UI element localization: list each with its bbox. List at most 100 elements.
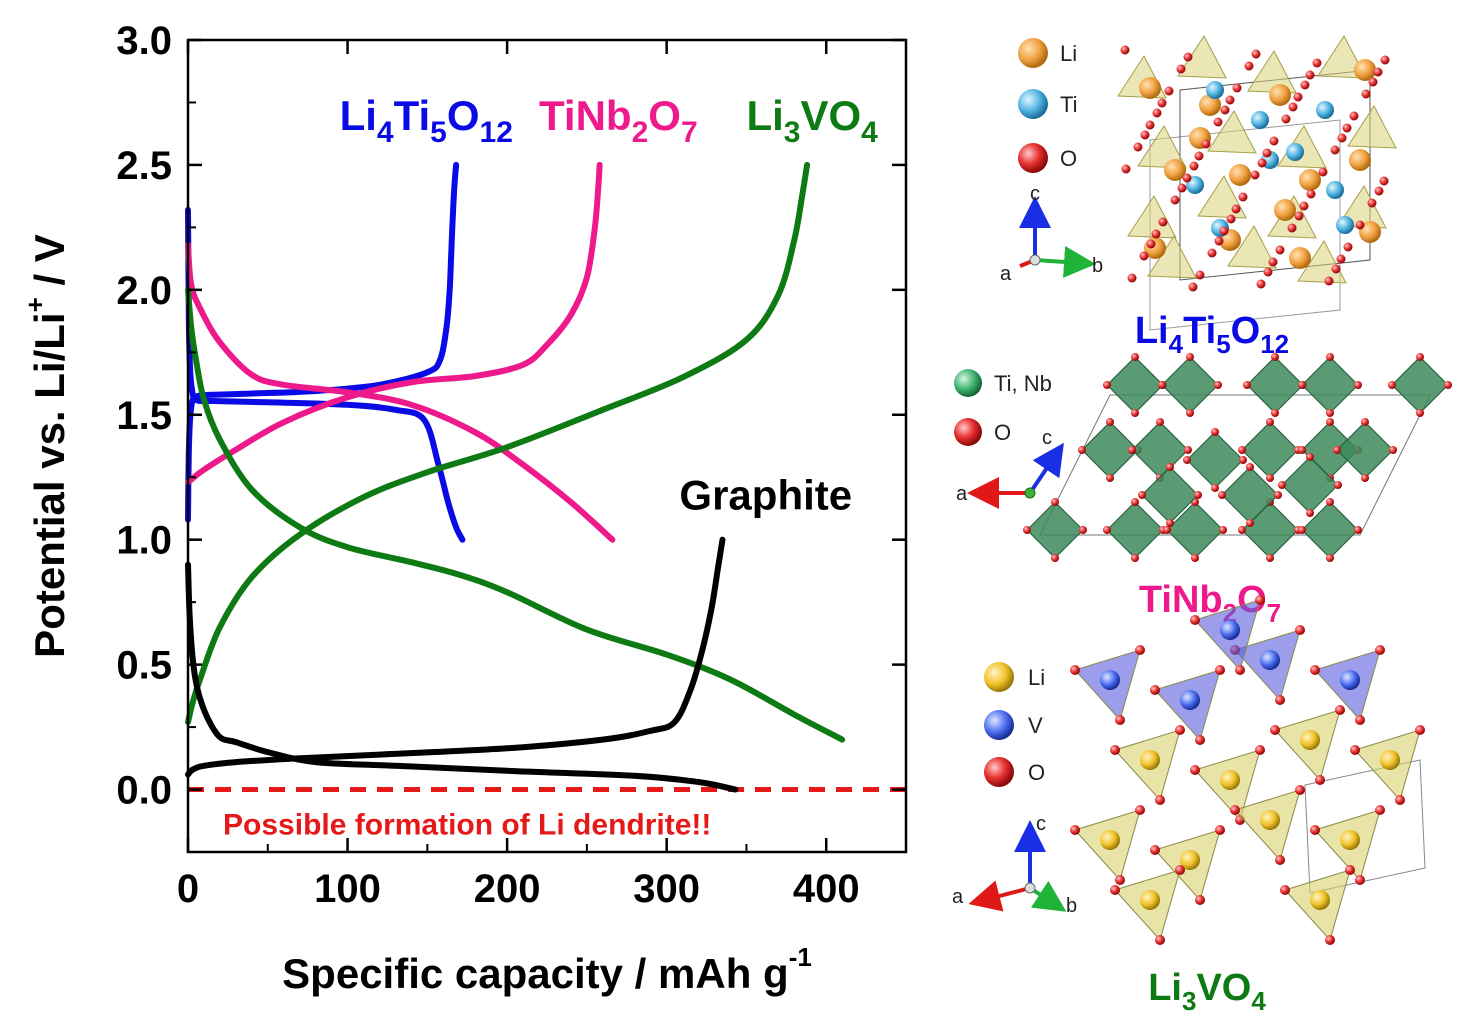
o-atom bbox=[1246, 463, 1254, 471]
o-atom bbox=[1345, 865, 1355, 875]
li4ti5o12-structure-panel: Li Ti O c a b Li4Ti5O12 bbox=[1000, 35, 1397, 359]
series-layer bbox=[185, 161, 846, 793]
o-atom bbox=[1194, 491, 1202, 499]
v-atom bbox=[1260, 650, 1280, 670]
o-atom bbox=[1334, 481, 1342, 489]
o-atom bbox=[1213, 117, 1223, 127]
o-atom bbox=[1389, 446, 1397, 454]
x-axis-title-sup: -1 bbox=[789, 942, 812, 972]
li-atom bbox=[1229, 164, 1251, 186]
o-atom bbox=[1184, 446, 1192, 454]
o-atom bbox=[1255, 745, 1265, 755]
axis-letter-a: a bbox=[1000, 263, 1012, 285]
o-atom bbox=[1299, 201, 1309, 211]
o-atom bbox=[1325, 935, 1335, 945]
graphite-discharge-curve bbox=[185, 561, 739, 793]
legend-o-sphere bbox=[954, 418, 982, 446]
o-atom bbox=[1191, 554, 1199, 562]
li4ti5o12-lattice-illustration bbox=[1117, 35, 1397, 331]
o-atom bbox=[1163, 526, 1171, 534]
o-atom bbox=[1298, 526, 1306, 534]
o-atom bbox=[1270, 725, 1280, 735]
o-atom bbox=[1255, 595, 1265, 605]
o-atom bbox=[1135, 805, 1145, 815]
o-atom bbox=[1051, 498, 1059, 506]
legend-li-sphere bbox=[984, 662, 1014, 692]
o-atom bbox=[1190, 615, 1200, 625]
x-tick-label: 400 bbox=[793, 867, 860, 911]
crystal-axes: c a b bbox=[952, 813, 1077, 917]
ti-atom bbox=[1206, 81, 1224, 99]
o-atom bbox=[1395, 795, 1405, 805]
o-atom bbox=[1257, 158, 1267, 168]
o-atom bbox=[1368, 77, 1378, 87]
o-atom bbox=[1326, 409, 1334, 417]
li4ti5o12-label-part: Ti bbox=[394, 92, 431, 139]
o-atom bbox=[1343, 242, 1353, 252]
o-atom bbox=[1355, 875, 1365, 885]
o-atom bbox=[1131, 554, 1139, 562]
structure-legend: Li V O bbox=[984, 662, 1045, 787]
li-atom bbox=[1299, 169, 1321, 191]
plot-frame bbox=[186, 38, 908, 854]
o-atom bbox=[1155, 935, 1165, 945]
li-atom bbox=[1340, 830, 1360, 850]
o-atom bbox=[1324, 276, 1334, 286]
octahedron bbox=[1301, 356, 1359, 414]
structure-legend: Ti, Nb O bbox=[954, 369, 1052, 446]
o-atom bbox=[1256, 279, 1266, 289]
x-tick-label: 200 bbox=[474, 867, 541, 911]
li4ti5o12-discharge-curve bbox=[185, 206, 466, 543]
y-tick-label: 2.0 bbox=[116, 269, 172, 313]
octahedron bbox=[1026, 501, 1084, 559]
y-axis-title: Potential vs. Li/Li+ / V bbox=[20, 234, 73, 658]
o-atom bbox=[1271, 353, 1279, 361]
li-atom bbox=[1139, 77, 1161, 99]
li4ti5o12-series-label: Li4Ti5O12 bbox=[340, 92, 513, 149]
o-atom bbox=[1115, 715, 1125, 725]
o-atom bbox=[1262, 148, 1272, 158]
o-atom bbox=[1239, 456, 1247, 464]
o-atom bbox=[1238, 446, 1246, 454]
o-atom bbox=[1380, 55, 1390, 65]
o-atom bbox=[1326, 498, 1334, 506]
o-atom bbox=[1271, 409, 1279, 417]
axis-letter-b: b bbox=[1066, 895, 1077, 917]
o-atom bbox=[1355, 715, 1365, 725]
o-atom bbox=[1220, 105, 1230, 115]
tetrahedron bbox=[1347, 105, 1397, 149]
o-atom bbox=[1388, 381, 1396, 389]
o-atom bbox=[1318, 167, 1328, 177]
o-atom bbox=[1246, 519, 1254, 527]
v-atom bbox=[1100, 670, 1120, 690]
axis-letter-a: a bbox=[952, 886, 964, 908]
axis-letter-c: c bbox=[1042, 427, 1052, 449]
o-atom bbox=[1293, 92, 1303, 102]
o-atom bbox=[1215, 665, 1225, 675]
o-atom bbox=[1269, 136, 1279, 146]
o-atom bbox=[1238, 526, 1246, 534]
legend-li-label: Li bbox=[1060, 41, 1077, 66]
o-atom bbox=[1263, 267, 1273, 277]
o-atom bbox=[1194, 151, 1204, 161]
o-atom bbox=[1361, 89, 1371, 99]
tetrahedron bbox=[1127, 195, 1177, 239]
o-atom bbox=[1110, 745, 1120, 755]
o-atom bbox=[1274, 491, 1282, 499]
o-atom bbox=[1379, 176, 1389, 186]
o-atom bbox=[1214, 236, 1224, 246]
y-tick-label: 2.5 bbox=[116, 144, 172, 188]
li-atom bbox=[1354, 59, 1376, 81]
o-atom bbox=[1266, 474, 1274, 482]
o-atom bbox=[1310, 825, 1320, 835]
o-atom bbox=[1361, 474, 1369, 482]
o-atom bbox=[1244, 61, 1254, 71]
o-atom bbox=[1121, 164, 1131, 174]
li3vo4-structure-panel: Li V O c a b Li3VO4 bbox=[952, 595, 1426, 1016]
tetrahedron bbox=[1207, 110, 1257, 154]
li3vo4-series-label: Li3VO4 bbox=[746, 92, 878, 149]
o-atom bbox=[1354, 526, 1362, 534]
li3vo4-charge-curve bbox=[185, 161, 811, 726]
o-atom bbox=[1127, 273, 1137, 283]
